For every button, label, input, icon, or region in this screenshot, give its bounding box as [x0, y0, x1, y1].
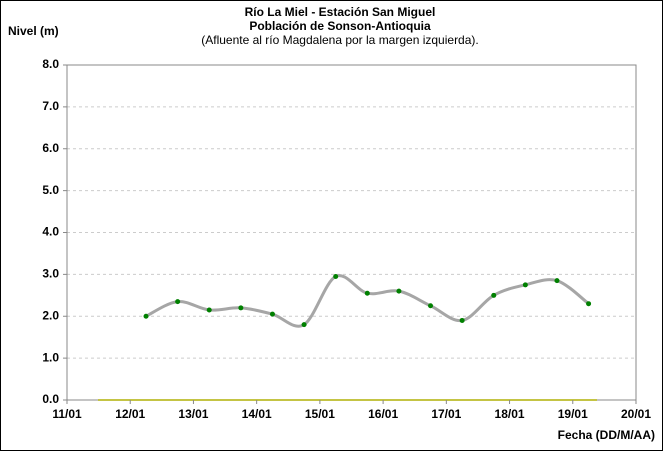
x-tick-label: 19/01	[558, 407, 588, 421]
data-point	[522, 282, 528, 288]
y-tick-label: 4.0	[42, 225, 59, 239]
y-axis-label: Nivel (m)	[8, 24, 59, 38]
data-point	[586, 301, 592, 307]
plot-area	[66, 64, 637, 401]
x-axis-label: Fecha (DD/M/AA)	[558, 428, 655, 442]
y-tick-label: 5.0	[42, 183, 59, 197]
x-tick-label: 13/01	[178, 407, 208, 421]
data-point	[269, 311, 275, 317]
data-point	[238, 305, 244, 311]
y-tick-label: 2.0	[42, 308, 59, 322]
x-tick-label: 15/01	[305, 407, 335, 421]
data-point	[175, 299, 181, 305]
x-tick-label: 18/01	[495, 407, 525, 421]
data-point	[396, 288, 402, 294]
x-tick-label: 12/01	[115, 407, 145, 421]
y-tick-label: 0.0	[42, 392, 59, 406]
data-point	[364, 290, 370, 296]
x-tick-label: 17/01	[431, 407, 461, 421]
data-point	[143, 313, 149, 319]
data-point	[428, 303, 434, 309]
x-tick-label: 11/01	[52, 407, 82, 421]
x-tick-label: 20/01	[621, 407, 651, 421]
data-point	[333, 273, 339, 279]
data-point	[554, 278, 560, 284]
data-point	[301, 322, 307, 328]
chart-subtitle: Población de Sonson-Antioquia	[249, 19, 431, 33]
y-tick-label: 7.0	[42, 99, 59, 113]
x-tick-label: 16/01	[368, 407, 398, 421]
y-tick-label: 6.0	[42, 141, 59, 155]
y-tick-label: 3.0	[42, 267, 59, 281]
x-tick-label: 14/01	[242, 407, 272, 421]
y-tick-label: 8.0	[42, 57, 59, 71]
data-point	[491, 292, 497, 298]
data-point	[459, 317, 465, 323]
y-tick-label: 1.0	[42, 350, 59, 364]
annotation: (Afluente al río Magdalena por la margen…	[201, 33, 479, 47]
chart-title: Río La Miel - Estación San Miguel	[245, 5, 436, 19]
data-point	[206, 307, 212, 313]
